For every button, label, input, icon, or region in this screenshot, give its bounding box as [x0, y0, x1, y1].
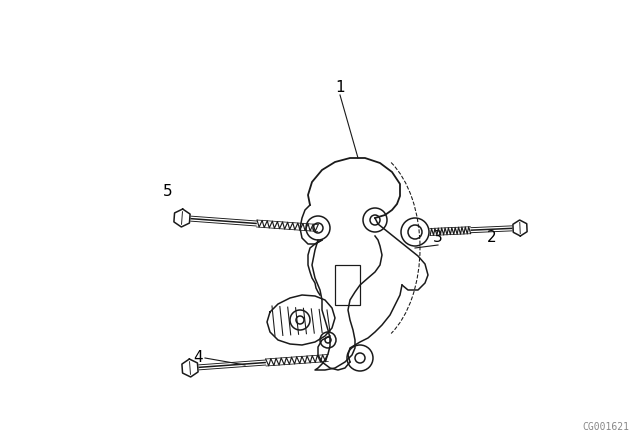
- Text: 4: 4: [193, 350, 203, 366]
- Text: 1: 1: [335, 81, 345, 95]
- Text: 2: 2: [487, 231, 497, 246]
- Polygon shape: [513, 220, 527, 236]
- Polygon shape: [182, 359, 198, 377]
- Polygon shape: [174, 209, 190, 227]
- Text: CG001621: CG001621: [582, 422, 629, 432]
- Bar: [335, 265, 360, 305]
- Text: 3: 3: [433, 231, 443, 246]
- Text: 5: 5: [163, 185, 173, 199]
